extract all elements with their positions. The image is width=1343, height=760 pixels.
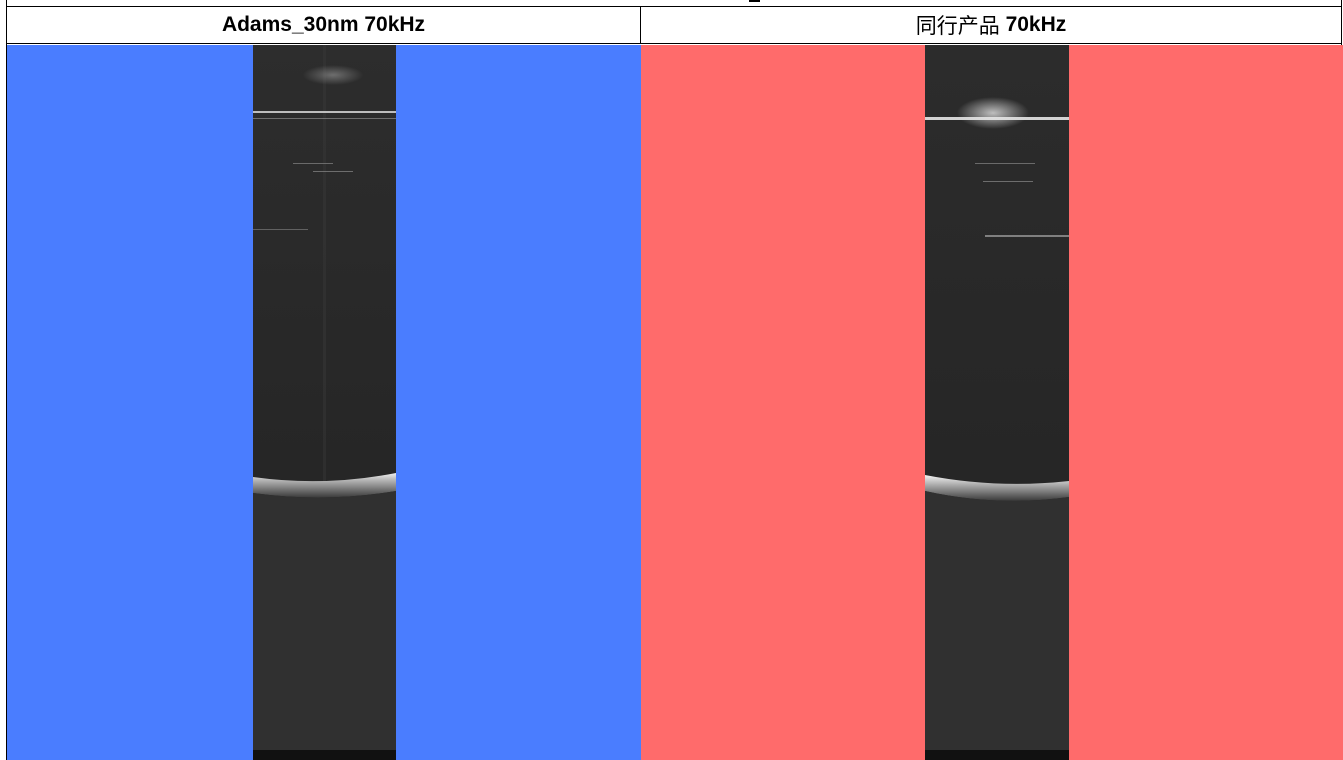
- left-oct-scan-graphic: [253, 45, 396, 760]
- header-right: 同行产品 70kHz: [641, 7, 1341, 43]
- header-left-label: Adams_30nm 70kHz: [221, 13, 426, 36]
- header-left: Adams_30nm 70kHz: [7, 7, 641, 43]
- table-top-border: [7, 6, 1341, 7]
- left-oct-scan: [253, 45, 396, 760]
- right-oct-scan-graphic: [925, 45, 1069, 760]
- header-right-label: 70kHz: [1005, 13, 1067, 36]
- header-row: Adams_30nm 70kHz 同行产品 70kHz: [7, 7, 1341, 44]
- right-image-panel: [641, 45, 1343, 760]
- comparison-table: Adams_30nm 70kHz 同行产品 70kHz: [6, 0, 1342, 760]
- cropped-title-fragment: [749, 0, 760, 2]
- right-oct-scan: [925, 45, 1069, 760]
- left-image-panel: [7, 45, 641, 760]
- header-right-cjk: 同行产品: [915, 14, 1000, 38]
